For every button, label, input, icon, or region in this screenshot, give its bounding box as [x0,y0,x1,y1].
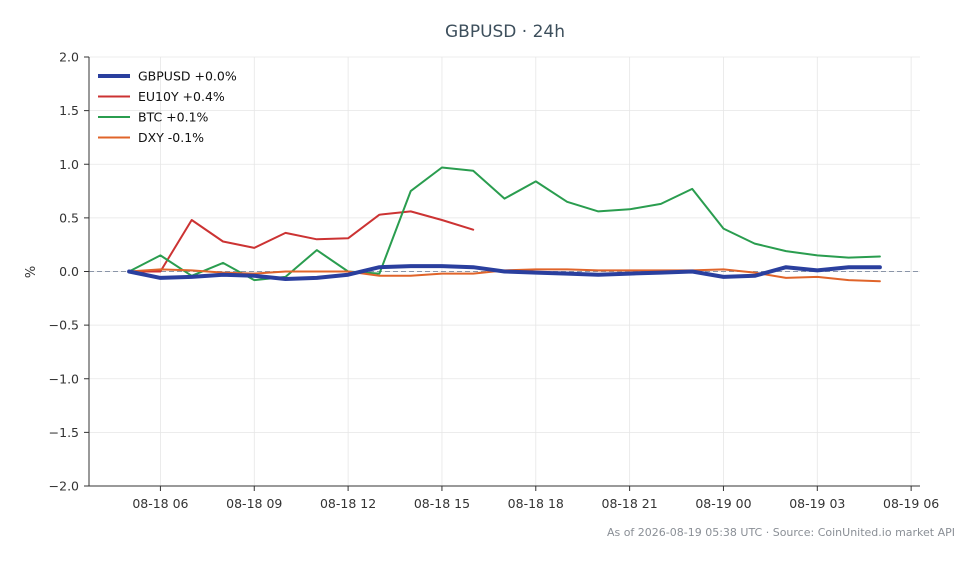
x-tick-label: 08-19 03 [789,496,845,511]
legend-label: GBPUSD +0.0% [138,69,237,84]
y-axis-label: % [24,266,39,278]
x-axis-ticks: 08-18 06 08-18 09 08-18 12 08-18 15 08-18 18… [132,486,939,511]
y-tick-label: 0.0 [59,264,79,279]
x-tick-label: 08-18 12 [320,496,376,511]
x-tick-label: 08-18 06 [132,496,188,511]
series-line-2 [128,166,881,282]
series-line-1 [128,210,475,273]
y-tick-label: 1.0 [59,157,79,172]
y-tick-label: 2.0 [59,50,79,65]
y-tick-label: −1.5 [49,425,79,440]
series-lines [127,166,882,283]
legend-label: DXY -0.1% [138,130,204,145]
y-tick-label: 1.5 [59,103,79,118]
x-tick-label: 08-19 06 [883,496,939,511]
y-axis-ticks: 2.0 1.5 1.0 0.5 0.0 −0.5 −1.0 −1.5 −2.0 [49,50,89,494]
source-footer: As of 2026-08-19 05:38 UTC · Source: Coi… [606,526,955,539]
legend-label: EU10Y +0.4% [138,89,225,104]
x-tick-label: 08-18 21 [602,496,658,511]
x-tick-label: 08-19 00 [695,496,751,511]
x-tick-label: 08-18 18 [508,496,564,511]
chart-title: GBPUSD · 24h [445,22,565,42]
y-tick-label: −2.0 [49,479,79,494]
legend-label: BTC +0.1% [138,110,209,125]
legend: GBPUSD +0.0% EU10Y +0.4% BTC +0.1% DXY -0.1… [98,69,237,145]
x-tick-label: 08-18 09 [226,496,282,511]
x-tick-label: 08-18 15 [414,496,470,511]
y-tick-label: −1.0 [49,371,79,386]
y-tick-label: 0.5 [59,210,79,225]
series-line-0 [127,264,882,281]
y-tick-label: −0.5 [49,318,79,333]
